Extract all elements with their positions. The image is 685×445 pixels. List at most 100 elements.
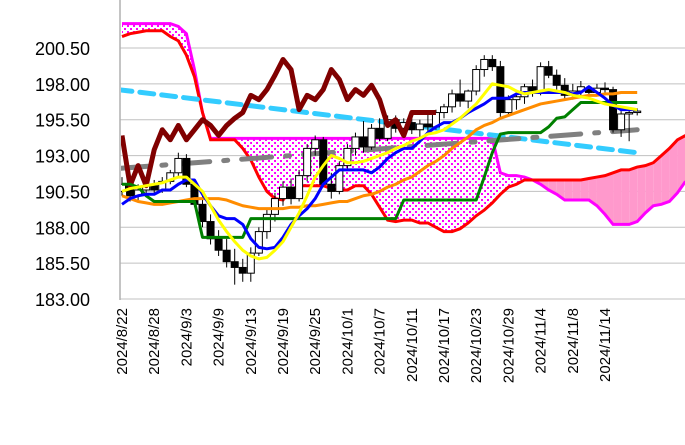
x-tick-label: 2024/9/9 [211,308,228,366]
cloud-segment [596,175,605,215]
cloud-segment [435,138,444,232]
candle-down [222,249,231,263]
leading-span-b-line [121,29,685,234]
y-tick-label: 195.50 [35,111,90,131]
cloud-segment [653,155,662,206]
candle-down [601,87,609,91]
x-tick-label: 2024/9/3 [178,308,195,366]
candle-down [198,203,207,223]
y-tick-label: 185.50 [35,254,90,274]
cloud-segment [645,162,654,213]
candle-up [464,90,473,102]
candle-up [617,113,626,131]
candle-up [295,175,304,200]
candle-up [262,213,271,233]
candle-up [480,58,489,71]
cloud-segment [580,178,589,201]
candle-down [560,84,569,96]
candle-up [174,157,183,174]
x-tick-label: 2024/10/29 [500,308,517,383]
x-tick-label: 2024/8/22 [114,308,131,375]
y-tick-label: 198.00 [35,75,90,95]
indicator-lines [121,56,638,261]
cloud-segment [492,138,501,203]
x-tick-label: 2024/9/25 [307,308,324,375]
cloud-segment [677,135,685,193]
candle-up [472,69,481,92]
y-tick-label: 193.00 [35,147,90,167]
cloud-segment [387,138,396,222]
candle-up [311,139,320,149]
cloud-segment [588,177,597,206]
candle-up [415,123,424,131]
x-tick-label: 2024/11/8 [565,308,582,374]
cloud-segment [572,179,581,201]
candle-down [327,183,336,192]
cloud-segment [669,139,678,202]
candle-down [150,185,159,191]
x-tick-label: 2024/10/1 [339,308,356,375]
cloud-segment [564,179,573,201]
candle-up [246,252,255,274]
candle-up [440,106,448,114]
trendlines [121,87,640,171]
candle-up [270,198,279,215]
x-tick-label: 2024/9/19 [275,308,292,375]
candle-down [423,123,432,128]
candle-up [254,231,263,254]
candle-up [625,112,634,115]
candle-down [375,127,384,139]
cloud-segment [419,138,428,223]
x-tick-label: 2024/10/11 [404,308,421,382]
x-tick-label: 2024/11/4 [533,308,550,374]
cloud-segment [266,138,275,199]
y-tick-label: 190.50 [35,182,90,202]
y-tick-label: 183.00 [35,290,90,310]
cloud-segment [427,138,436,228]
dashed-trendline [121,127,640,171]
x-tick-label: 2024/10/7 [372,308,389,375]
indicator-line [122,101,638,239]
cloud-segment [146,23,155,31]
x-tick-label: 2024/10/23 [468,308,485,383]
x-tick-label: 2024/8/28 [146,308,163,375]
x-axis-tick-labels: 2024/8/22 2024/8/28 2024/9/3 2024/9/9 2024/9… [114,308,614,383]
candle-down [238,266,247,274]
cloud-segment [613,169,622,225]
candle-up [504,99,513,114]
candle-up [343,147,352,167]
x-tick-label: 2024/10/17 [436,308,453,383]
candle-down [544,66,553,76]
candle-up [303,147,312,177]
cloud-segment [468,138,477,223]
cloud-segment [500,172,509,195]
candle-up [633,110,642,114]
cloud-segment [452,138,461,232]
y-axis-tick-labels: 183.00 185.50 188.00 190.50 193.00 195.50 198.… [35,39,90,310]
cloud-segment [621,169,630,225]
candle-down [359,136,368,148]
candle-down [488,58,497,68]
candle-down [287,186,296,200]
candle-up [448,93,457,108]
cloud-segment [395,138,404,222]
candle-down [182,157,191,185]
candle-up [279,186,287,200]
candle-down [230,261,239,268]
candle-down [609,89,618,131]
candle-down [552,74,561,86]
cloud-segment [661,148,670,205]
cloud-segment [444,138,453,232]
candle-up [536,66,545,93]
candle-up [512,96,521,101]
candle-up [335,165,344,192]
x-tick-label: 2024/11/14 [597,308,614,382]
dashed-trendline [121,87,640,156]
cloud-segment [460,138,469,229]
candle-up [367,127,376,148]
candle-up [351,136,360,149]
cloud-segment [629,167,638,225]
cloud-segment [605,172,614,225]
cloud-segment [154,23,163,31]
